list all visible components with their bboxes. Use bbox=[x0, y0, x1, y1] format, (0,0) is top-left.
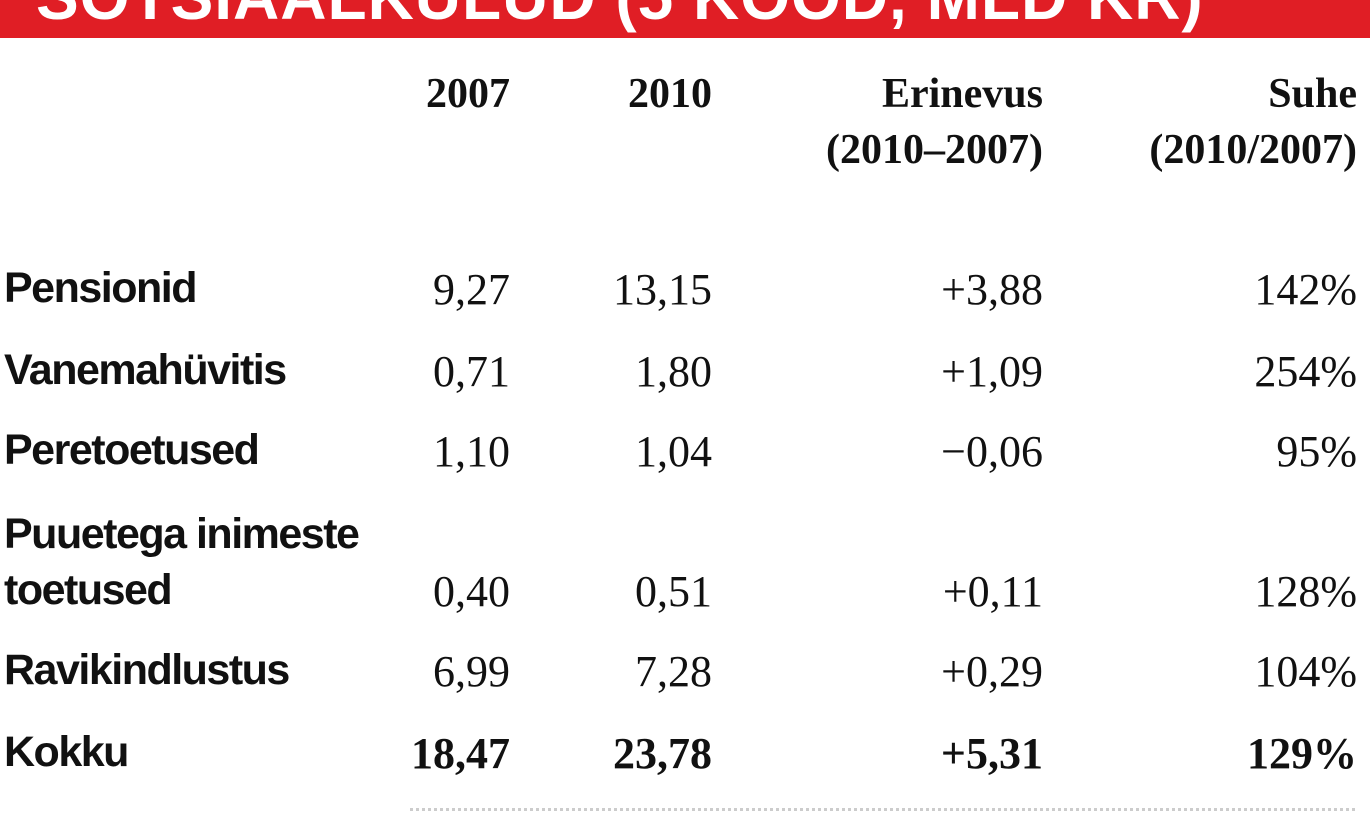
row-label: Kokku bbox=[4, 728, 129, 776]
cell-value: 128% bbox=[1254, 567, 1357, 616]
cell-value: 1,10 bbox=[433, 427, 510, 476]
cell-value: 95% bbox=[1276, 427, 1357, 476]
banner: SOTSIAALKULUD (5 KOOD, MLD KR) bbox=[0, 0, 1370, 38]
cell-value: 254% bbox=[1254, 347, 1357, 396]
cell-value: 23,78 bbox=[613, 729, 712, 778]
cell-value: +0,29 bbox=[941, 647, 1043, 696]
cell-value: 1,04 bbox=[635, 427, 712, 476]
cell-value: +0,11 bbox=[942, 567, 1043, 616]
row-label: Pensionid bbox=[4, 264, 197, 312]
cell-value: −0,06 bbox=[941, 427, 1043, 476]
cell-value: +1,09 bbox=[941, 347, 1043, 396]
cell-value: 13,15 bbox=[613, 265, 712, 314]
source-rule bbox=[410, 808, 1355, 811]
cell-value: 6,99 bbox=[433, 647, 510, 696]
cell-value: 142% bbox=[1254, 265, 1357, 314]
cell-value: 0,51 bbox=[635, 567, 712, 616]
cell-value: 1,80 bbox=[635, 347, 712, 396]
row-label: Peretoetused bbox=[4, 426, 260, 474]
cell-value: 0,71 bbox=[433, 347, 510, 396]
cell-value: 0,40 bbox=[433, 567, 510, 616]
column-header: Suhe (2010/2007) bbox=[1149, 71, 1357, 173]
row-label: Ravikindlustus bbox=[4, 646, 290, 694]
cell-value: +5,31 bbox=[940, 729, 1043, 778]
banner-title: SOTSIAALKULUD (5 KOOD, MLD KR) bbox=[36, 0, 1204, 34]
column-header: Erinevus (2010–2007) bbox=[826, 71, 1043, 173]
cell-value: 104% bbox=[1254, 647, 1357, 696]
cell-value: 9,27 bbox=[433, 265, 510, 314]
row-label: Puuetega inimeste toetused bbox=[4, 510, 360, 614]
column-header: 2010 bbox=[628, 71, 712, 117]
cell-value: 18,47 bbox=[411, 729, 510, 778]
row-label: Vanemahüvitis bbox=[4, 346, 287, 394]
cell-value: 7,28 bbox=[635, 647, 712, 696]
cell-value: +3,88 bbox=[941, 265, 1043, 314]
cell-value: 129% bbox=[1247, 729, 1357, 778]
column-header: 2007 bbox=[426, 71, 510, 117]
